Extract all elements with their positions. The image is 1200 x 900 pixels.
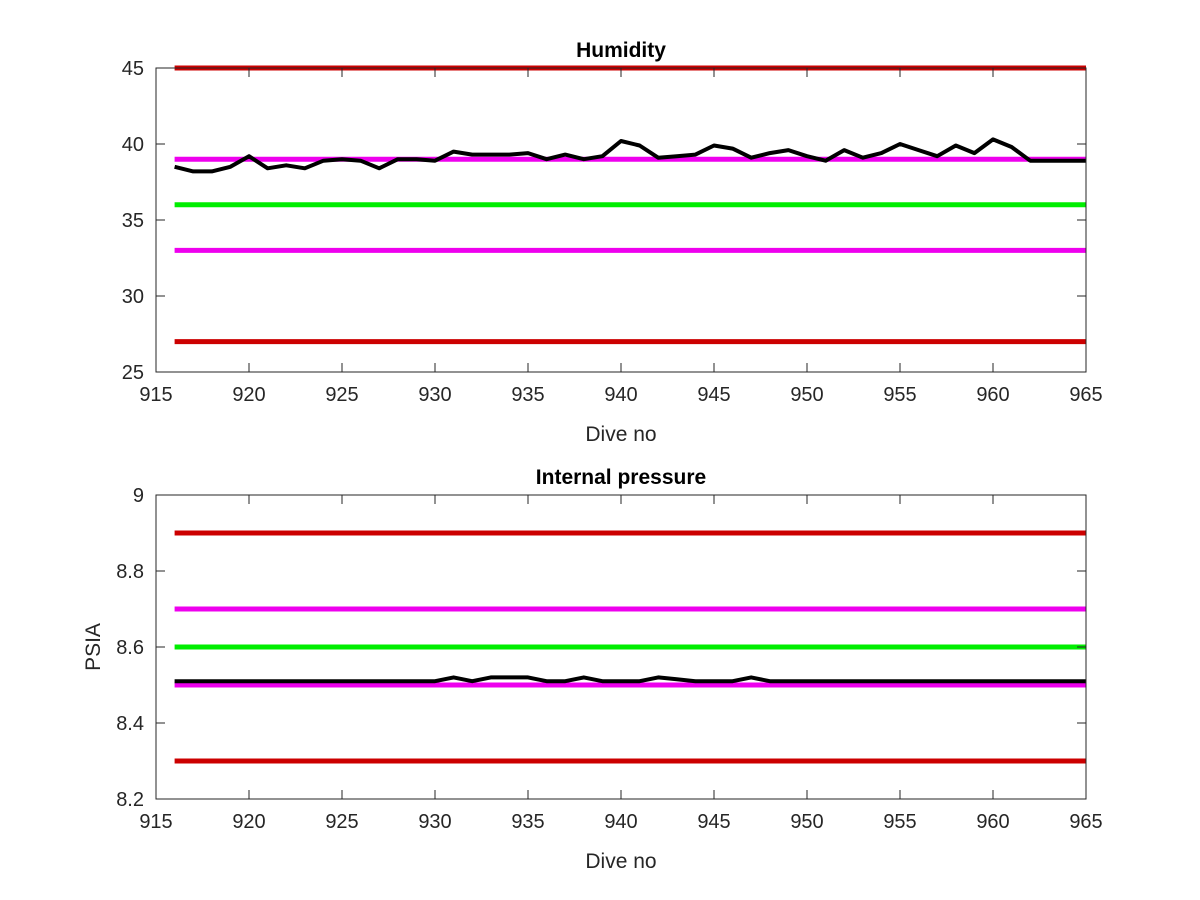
x-tick-label: 960 <box>976 384 1009 406</box>
x-tick-label: 950 <box>790 811 823 833</box>
x-tick-label: 935 <box>511 811 544 833</box>
axes: 915 920 925 930 935 940 945 950 955 960 965 25 30 35 4… <box>122 58 1103 406</box>
y-tick-label: 45 <box>122 58 144 80</box>
data-series-line <box>174 137 1086 174</box>
x-tick-label: 945 <box>697 811 730 833</box>
x-tick-label: 935 <box>511 384 544 406</box>
x-tick-label: 925 <box>325 811 358 833</box>
x-tick-label: 915 <box>139 384 172 406</box>
x-tick-label: 960 <box>976 811 1009 833</box>
x-tick-label: 950 <box>790 384 823 406</box>
axes-frame <box>155 67 1087 373</box>
internal-pressure-chart: Internal pressure 915 920 925 930 935 940 945 9… <box>82 466 1103 873</box>
y-tick-label: 30 <box>122 286 144 308</box>
x-tick-label: 955 <box>883 811 916 833</box>
axes: 915 920 925 930 935 940 945 950 955 960 965 8.2 8.4 8… <box>116 485 1103 833</box>
x-tick-label: 930 <box>418 811 451 833</box>
x-tick-label: 965 <box>1069 811 1102 833</box>
y-tick-label: 8.4 <box>116 713 144 735</box>
y-tick-label: 8.2 <box>116 789 144 811</box>
y-tick-label: 25 <box>122 362 144 384</box>
x-tick-label: 965 <box>1069 384 1102 406</box>
y-tick-label: 8.6 <box>116 637 144 659</box>
y-tick-label: 9 <box>133 485 144 507</box>
x-axis-label: Dive no <box>585 850 656 873</box>
humidity-chart: Humidity 915 920 925 930 935 940 945 950 955 960 9… <box>122 39 1103 446</box>
x-tick-label: 945 <box>697 384 730 406</box>
x-tick-label: 915 <box>139 811 172 833</box>
data-series-line <box>174 675 1086 684</box>
x-tick-label: 930 <box>418 384 451 406</box>
x-tick-label: 940 <box>604 811 637 833</box>
x-axis-label: Dive no <box>585 423 656 446</box>
plot-area <box>174 530 1086 764</box>
x-tick-label: 920 <box>232 811 265 833</box>
chart-title: Internal pressure <box>536 466 706 489</box>
y-axis-label: PSIA <box>82 623 105 671</box>
y-tick-label: 8.8 <box>116 561 144 583</box>
chart-title: Humidity <box>576 39 666 62</box>
x-tick-label: 925 <box>325 384 358 406</box>
plot-area <box>174 65 1086 345</box>
x-tick-label: 940 <box>604 384 637 406</box>
x-tick-label: 955 <box>883 384 916 406</box>
y-tick-label: 40 <box>122 134 144 156</box>
y-tick-label: 35 <box>122 210 144 232</box>
x-tick-label: 920 <box>232 384 265 406</box>
